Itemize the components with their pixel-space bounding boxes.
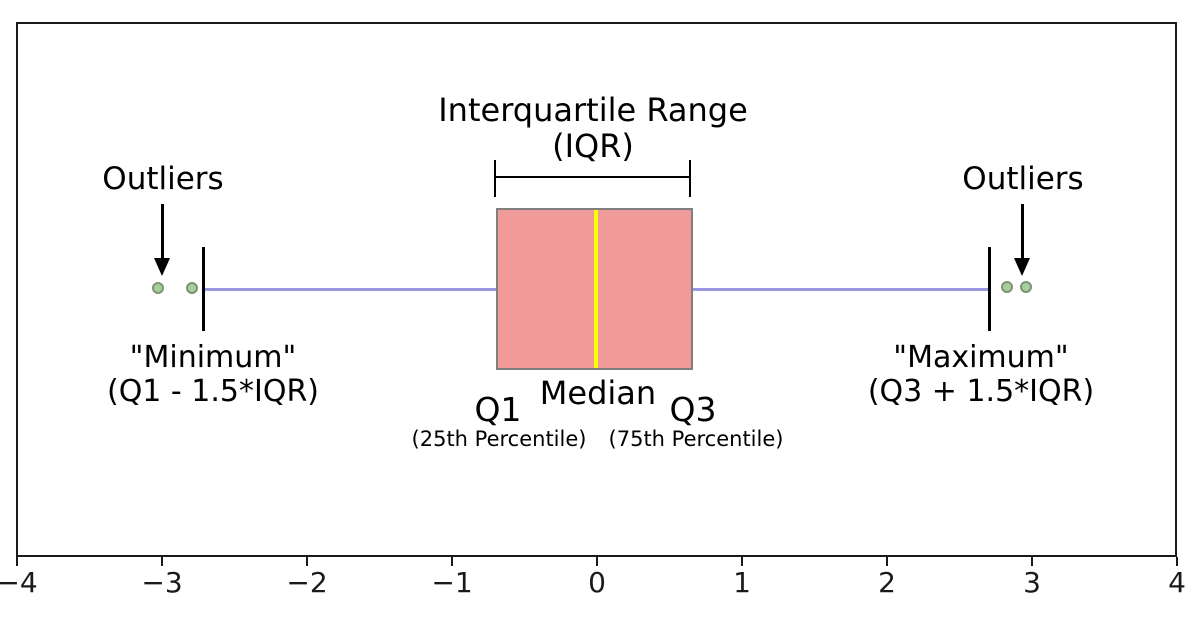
- outliers-label-right: Outliers: [962, 161, 1084, 197]
- x-tick-label: −3: [141, 566, 183, 599]
- q1-label: Q1: [474, 390, 522, 429]
- iqr-title-line2: (IQR): [552, 127, 634, 165]
- x-tick-label: 0: [588, 566, 606, 599]
- x-tick-label: −2: [286, 566, 328, 599]
- q1-percentile-label: (25th Percentile): [411, 427, 587, 451]
- iqr-title-line1: Interquartile Range: [438, 91, 748, 129]
- outlier-point: [1020, 281, 1032, 293]
- iqr-bracket-end-right: [689, 160, 691, 197]
- arrowhead-left-icon: [154, 258, 170, 276]
- x-tick: [886, 557, 888, 566]
- whisker-cap-minimum: [202, 247, 205, 331]
- minimum-label-line2: (Q1 - 1.5*IQR): [106, 374, 320, 409]
- x-tick-label: 2: [878, 566, 896, 599]
- iqr-bracket-end-left: [494, 160, 496, 197]
- x-tick: [451, 557, 453, 566]
- x-tick: [16, 557, 18, 566]
- whisker-cap-maximum: [988, 247, 991, 331]
- x-tick-label: −4: [0, 566, 38, 599]
- median-label: Median: [539, 374, 657, 412]
- x-tick: [596, 557, 598, 566]
- x-tick-label: 1: [733, 566, 751, 599]
- maximum-label-line2: (Q3 + 1.5*IQR): [867, 374, 1095, 409]
- x-tick: [741, 557, 743, 566]
- minimum-label-line1: "Minimum": [129, 340, 297, 375]
- q3-percentile-label: (75th Percentile): [608, 427, 784, 451]
- outlier-point: [152, 282, 164, 294]
- outlier-point: [186, 282, 198, 294]
- x-tick-label: −1: [431, 566, 473, 599]
- arrowhead-right-icon: [1014, 258, 1030, 276]
- whisker-line-left: [205, 288, 496, 291]
- arrow-to-right-outliers: [1021, 204, 1024, 260]
- iqr-title: Interquartile Range (IQR): [438, 92, 748, 164]
- arrow-to-left-outliers: [161, 204, 164, 260]
- x-tick: [1031, 557, 1033, 566]
- median-line: [594, 210, 598, 368]
- minimum-label: "Minimum" (Q1 - 1.5*IQR): [107, 341, 319, 409]
- plot-frame: [16, 22, 1177, 557]
- x-tick: [161, 557, 163, 566]
- x-tick-label: 4: [1168, 566, 1186, 599]
- iqr-bracket-line: [495, 176, 691, 178]
- q3-label: Q3: [669, 390, 717, 429]
- outliers-label-left: Outliers: [102, 161, 224, 197]
- x-tick: [306, 557, 308, 566]
- x-tick-label: 3: [1023, 566, 1041, 599]
- x-tick: [1176, 557, 1178, 566]
- whisker-line-right: [693, 288, 988, 291]
- maximum-label-line1: "Maximum": [893, 340, 1069, 375]
- maximum-label: "Maximum" (Q3 + 1.5*IQR): [868, 341, 1094, 409]
- outlier-point: [1001, 281, 1013, 293]
